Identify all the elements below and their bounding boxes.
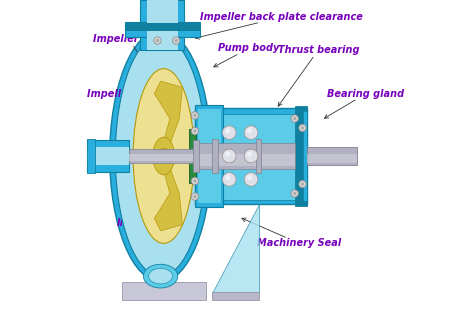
Bar	[198, 114, 304, 200]
Bar	[129, 154, 195, 161]
Bar	[155, 131, 189, 181]
Text: Thrust bearing: Thrust bearing	[278, 45, 359, 106]
Text: Axis: Axis	[209, 117, 232, 143]
Ellipse shape	[225, 175, 230, 180]
Bar	[307, 147, 357, 165]
Ellipse shape	[222, 126, 236, 139]
Ellipse shape	[158, 148, 169, 164]
Ellipse shape	[301, 126, 304, 129]
Ellipse shape	[193, 195, 196, 198]
Bar	[255, 139, 261, 173]
Ellipse shape	[222, 149, 236, 163]
Ellipse shape	[156, 39, 159, 42]
Polygon shape	[121, 282, 206, 300]
Polygon shape	[140, 0, 184, 50]
Text: Impeller: Impeller	[117, 200, 163, 228]
Text: Bearing gland: Bearing gland	[324, 89, 405, 118]
Bar	[195, 105, 223, 207]
Ellipse shape	[244, 126, 258, 139]
Bar	[195, 143, 295, 169]
Ellipse shape	[222, 173, 236, 186]
Ellipse shape	[193, 179, 196, 183]
Ellipse shape	[133, 69, 194, 243]
Ellipse shape	[193, 129, 196, 133]
Ellipse shape	[109, 30, 211, 282]
Ellipse shape	[193, 114, 196, 117]
Polygon shape	[125, 22, 200, 37]
Ellipse shape	[247, 175, 252, 180]
Text: Impeller ring: Impeller ring	[93, 34, 164, 56]
Polygon shape	[155, 81, 182, 153]
Polygon shape	[125, 23, 200, 31]
Ellipse shape	[144, 264, 178, 288]
Ellipse shape	[154, 37, 161, 44]
Ellipse shape	[244, 149, 258, 163]
Ellipse shape	[149, 268, 173, 284]
Bar	[87, 147, 129, 165]
Ellipse shape	[301, 183, 304, 186]
Bar	[212, 139, 218, 173]
Ellipse shape	[173, 37, 180, 44]
Bar	[198, 109, 221, 203]
Bar	[129, 149, 195, 163]
Bar	[295, 106, 307, 206]
Text: Pump body: Pump body	[214, 43, 280, 67]
Bar	[189, 129, 195, 183]
Polygon shape	[87, 139, 95, 173]
Bar	[193, 140, 199, 172]
Ellipse shape	[299, 124, 306, 132]
Ellipse shape	[293, 117, 296, 120]
Ellipse shape	[191, 127, 199, 135]
Ellipse shape	[115, 36, 206, 276]
Bar	[195, 108, 307, 204]
Ellipse shape	[247, 128, 252, 133]
Ellipse shape	[174, 39, 178, 42]
Ellipse shape	[299, 180, 306, 188]
Ellipse shape	[225, 128, 230, 133]
Bar	[87, 140, 129, 172]
Bar	[307, 154, 357, 163]
Ellipse shape	[291, 190, 299, 197]
Ellipse shape	[191, 193, 199, 200]
Polygon shape	[155, 159, 182, 231]
Ellipse shape	[191, 112, 199, 119]
Ellipse shape	[191, 177, 199, 185]
Ellipse shape	[293, 192, 296, 195]
Text: Impeller back plate clearance: Impeller back plate clearance	[195, 12, 363, 39]
Polygon shape	[212, 204, 259, 293]
Ellipse shape	[291, 115, 299, 122]
Text: Machinery Seal: Machinery Seal	[242, 218, 342, 248]
Ellipse shape	[247, 152, 252, 157]
Bar	[212, 292, 259, 300]
Bar	[302, 111, 307, 201]
Text: Impeller back cap: Impeller back cap	[87, 89, 185, 107]
Bar	[195, 154, 295, 166]
Ellipse shape	[225, 152, 230, 157]
Text: Inlet: Inlet	[117, 146, 143, 156]
Ellipse shape	[244, 173, 258, 186]
Polygon shape	[146, 0, 178, 50]
Ellipse shape	[153, 137, 174, 175]
